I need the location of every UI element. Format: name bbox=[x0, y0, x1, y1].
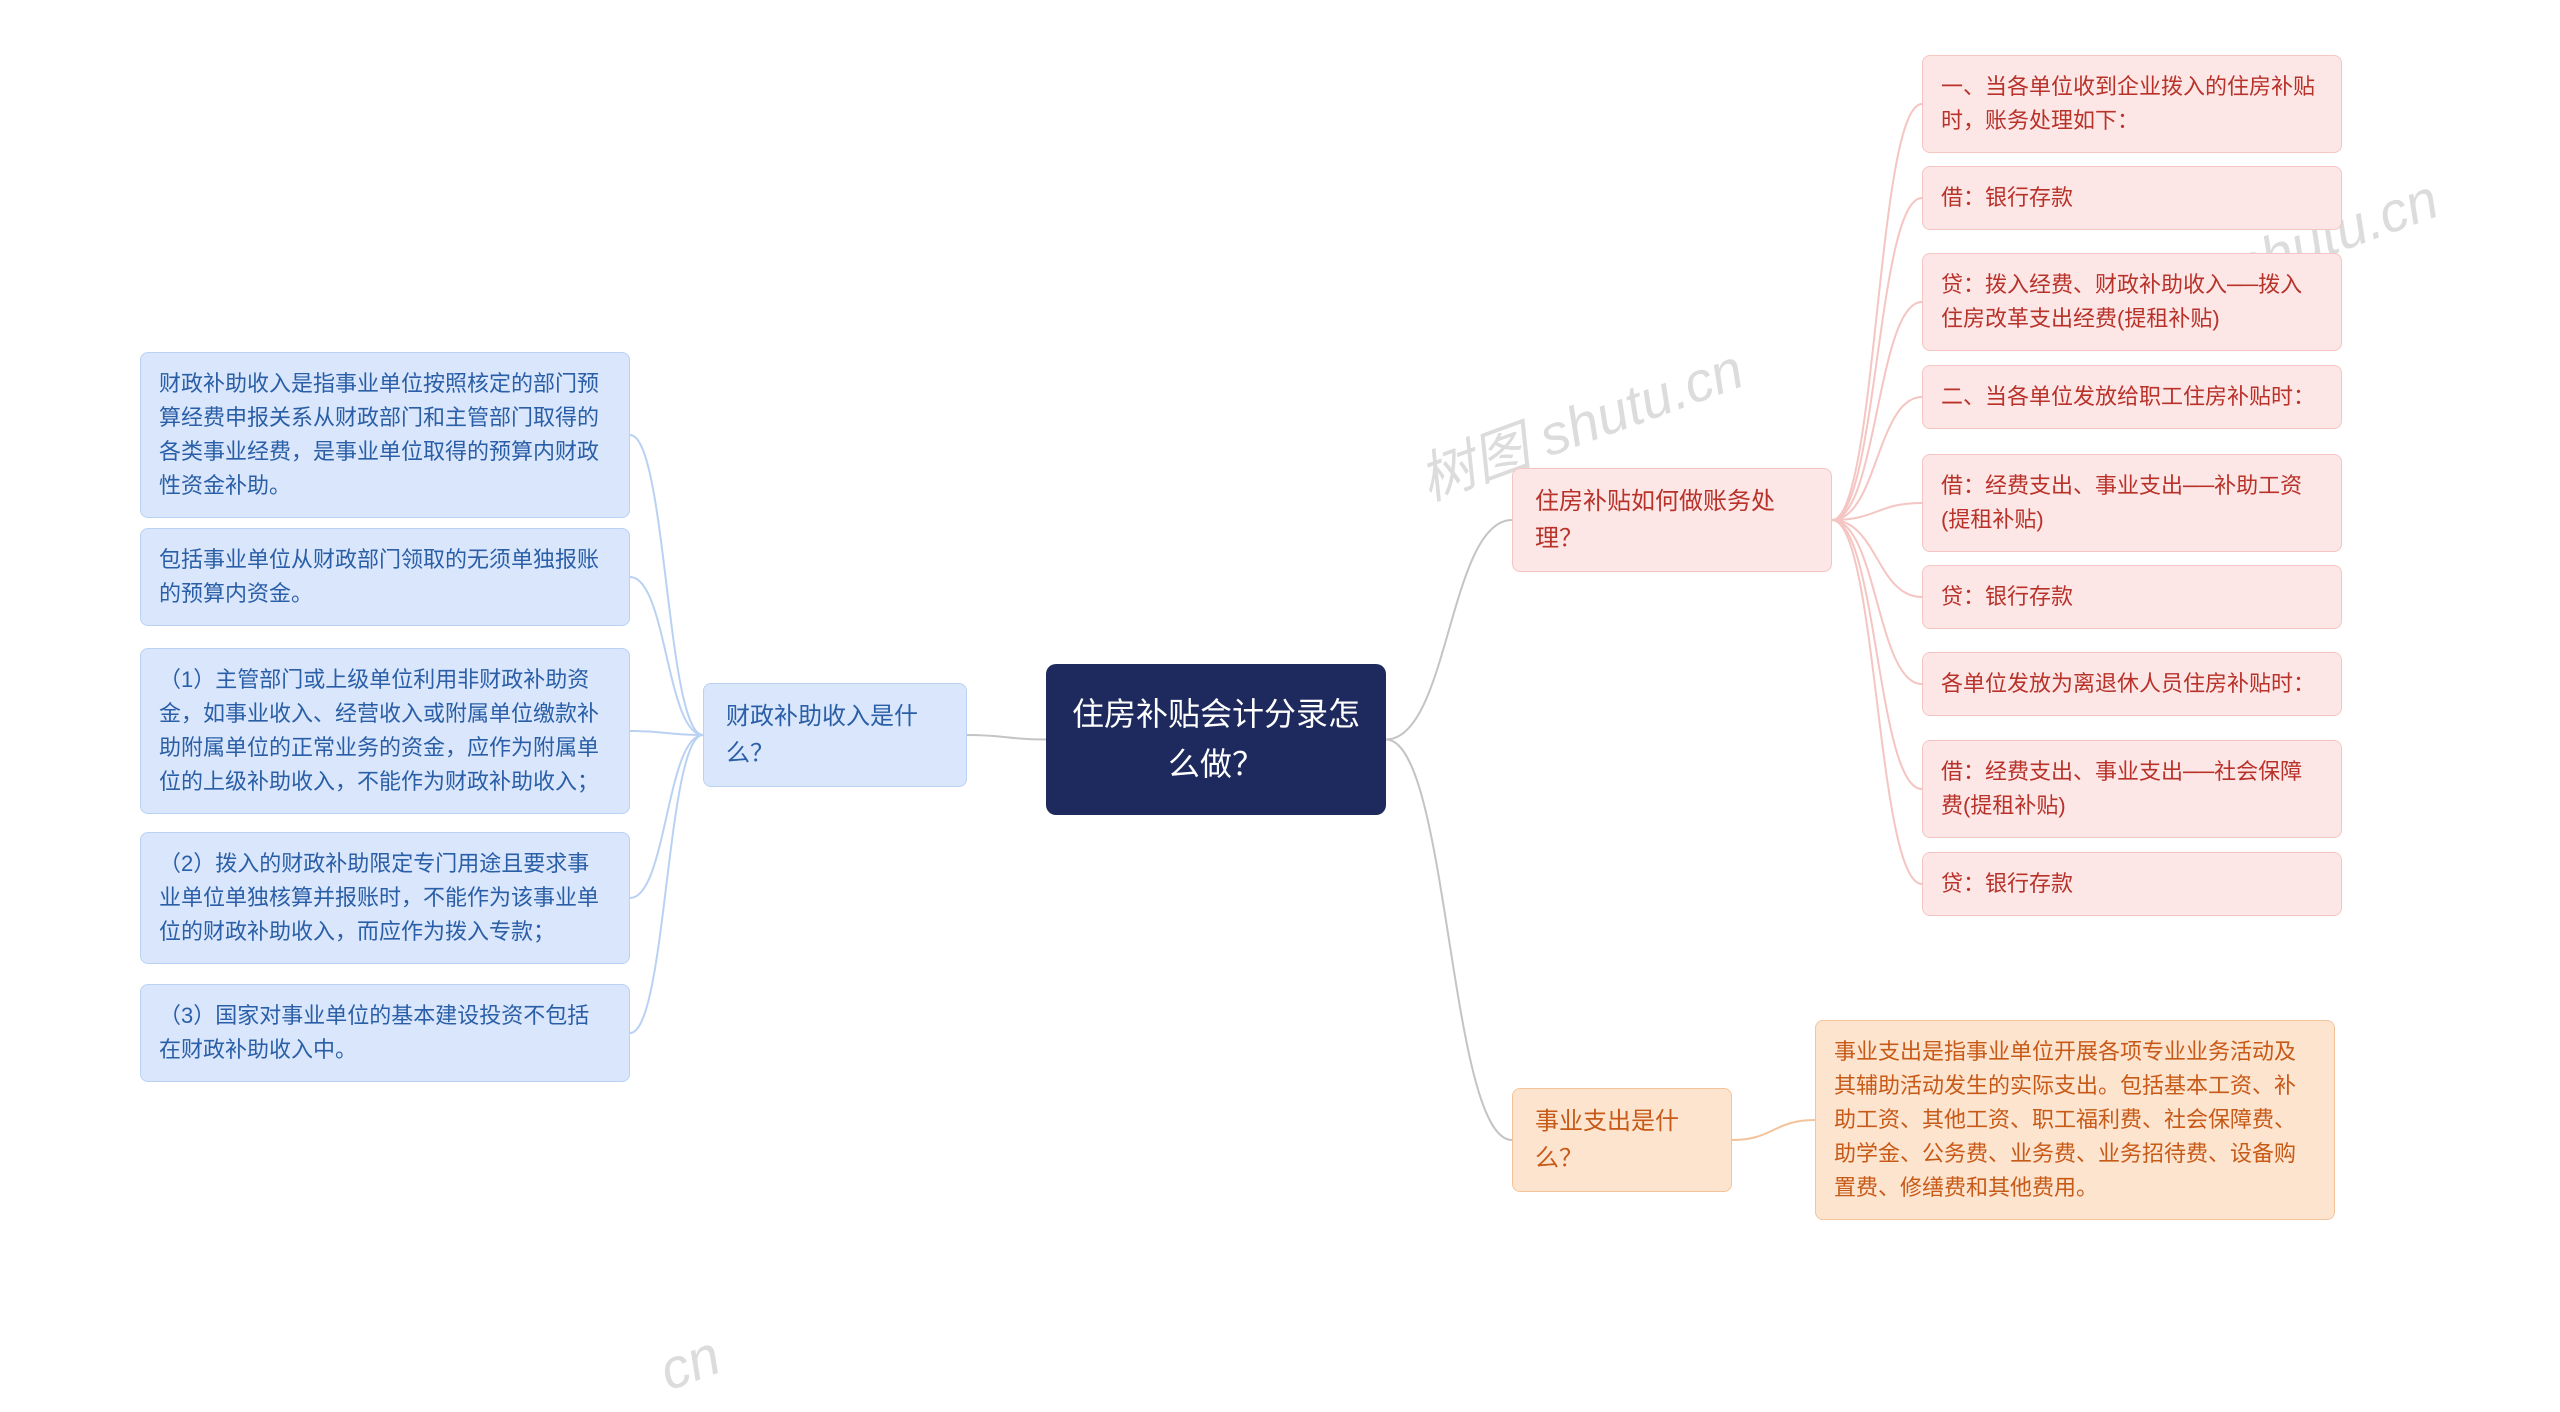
leaf-b1-5[interactable]: 贷：银行存款 bbox=[1922, 565, 2342, 629]
leaf-b1-2[interactable]: 贷：拨入经费、财政补助收入──拨入住房改革支出经费(提租补贴) bbox=[1922, 253, 2342, 351]
watermark: cn bbox=[651, 1322, 729, 1403]
leaf-b3-2[interactable]: （1）主管部门或上级单位利用非财政补助资金，如事业收入、经营收入或附属单位缴款补… bbox=[140, 648, 630, 814]
leaf-b3-1[interactable]: 包括事业单位从财政部门领取的无须单独报账的预算内资金。 bbox=[140, 528, 630, 626]
leaf-b3-4[interactable]: （3）国家对事业单位的基本建设投资不包括在财政补助收入中。 bbox=[140, 984, 630, 1082]
branch-b1[interactable]: 住房补贴如何做账务处理？ bbox=[1512, 468, 1832, 572]
branch-b2[interactable]: 事业支出是什么？ bbox=[1512, 1088, 1732, 1192]
leaf-b1-1[interactable]: 借：银行存款 bbox=[1922, 166, 2342, 230]
leaf-b3-3[interactable]: （2）拨入的财政补助限定专门用途且要求事业单位单独核算并报账时，不能作为该事业单… bbox=[140, 832, 630, 964]
leaf-b1-6[interactable]: 各单位发放为离退休人员住房补贴时： bbox=[1922, 652, 2342, 716]
leaf-b1-0[interactable]: 一、当各单位收到企业拨入的住房补贴时，账务处理如下： bbox=[1922, 55, 2342, 153]
leaf-b2-0[interactable]: 事业支出是指事业单位开展各项专业业务活动及其辅助活动发生的实际支出。包括基本工资… bbox=[1815, 1020, 2335, 1220]
leaf-b1-3[interactable]: 二、当各单位发放给职工住房补贴时： bbox=[1922, 365, 2342, 429]
leaf-b1-7[interactable]: 借：经费支出、事业支出──社会保障费(提租补贴) bbox=[1922, 740, 2342, 838]
leaf-b1-4[interactable]: 借：经费支出、事业支出──补助工资(提租补贴) bbox=[1922, 454, 2342, 552]
leaf-b1-8[interactable]: 贷：银行存款 bbox=[1922, 852, 2342, 916]
center-node[interactable]: 住房补贴会计分录怎么做？ bbox=[1046, 664, 1386, 815]
branch-b3[interactable]: 财政补助收入是什么？ bbox=[703, 683, 967, 787]
leaf-b3-0[interactable]: 财政补助收入是指事业单位按照核定的部门预算经费申报关系从财政部门和主管部门取得的… bbox=[140, 352, 630, 518]
